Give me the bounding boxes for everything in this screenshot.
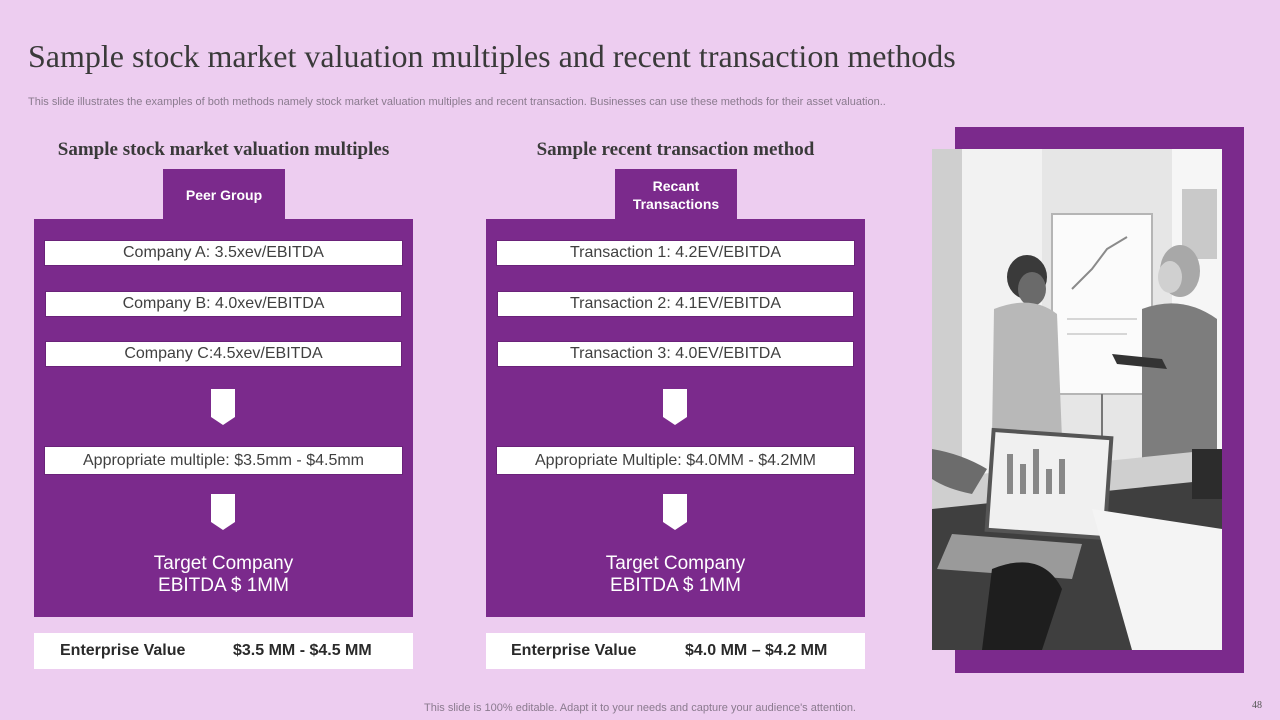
enterprise-value-label: Enterprise Value (60, 642, 186, 659)
target-ebitda-label: EBITDA $ 1MM (610, 575, 741, 596)
recent-transactions-tab: Recant Transactions (615, 169, 737, 221)
appropriate-multiple-row: Appropriate multiple: $3.5mm - $4.5mm (44, 446, 403, 475)
target-company-label: Target Company (605, 553, 746, 574)
slide-subtitle: This slide illustrates the examples of b… (28, 96, 886, 108)
enterprise-value-label: Enterprise Value (511, 642, 637, 659)
down-arrow-icon (663, 389, 687, 425)
target-ebitda-label: EBITDA $ 1MM (158, 575, 289, 596)
transaction-1-row: Transaction 1: 4.2EV/EBITDA (496, 240, 855, 266)
company-b-row: Company B: 4.0xev/EBITDA (45, 291, 402, 317)
peer-group-tab: Peer Group (163, 169, 285, 221)
appropriate-multiple-row: Appropriate Multiple: $4.0MM - $4.2MM (496, 446, 855, 475)
company-c-row: Company C:4.5xev/EBITDA (45, 341, 402, 367)
right-section-heading: Sample recent transaction method (536, 139, 815, 160)
down-arrow-icon (211, 494, 235, 530)
enterprise-value-amount: $3.5 MM - $4.5 MM (233, 642, 372, 659)
down-arrow-icon (211, 389, 235, 425)
enterprise-value-amount: $4.0 MM – $4.2 MM (685, 642, 828, 659)
left-section-heading: Sample stock market valuation multiples (57, 139, 390, 160)
recent-transactions-label-1: Recant (652, 178, 700, 194)
down-arrow-icon (663, 494, 687, 530)
target-company-text: Target Company EBITDA $ 1MM (486, 553, 865, 597)
transaction-3-row: Transaction 3: 4.0EV/EBITDA (497, 341, 854, 367)
right-panel: Transaction 1: 4.2EV/EBITDA Transaction … (486, 219, 865, 617)
target-company-text: Target Company EBITDA $ 1MM (34, 553, 413, 597)
office-meeting-photo (932, 149, 1222, 650)
peer-group-label: Peer Group (185, 187, 263, 203)
page-number: 48 (1252, 700, 1262, 711)
transaction-2-row: Transaction 2: 4.1EV/EBITDA (497, 291, 854, 317)
meeting-illustration (932, 149, 1222, 650)
left-panel: Company A: 3.5xev/EBITDA Company B: 4.0x… (34, 219, 413, 617)
right-enterprise-value-box: Enterprise Value $4.0 MM – $4.2 MM (486, 633, 865, 669)
recent-transactions-label-2: Transactions (632, 196, 720, 212)
target-company-label: Target Company (153, 553, 294, 574)
footer-note: This slide is 100% editable. Adapt it to… (424, 702, 856, 714)
left-enterprise-value-box: Enterprise Value $3.5 MM - $4.5 MM (34, 633, 413, 669)
slide-title: Sample stock market valuation multiples … (28, 38, 956, 74)
company-a-row: Company A: 3.5xev/EBITDA (44, 240, 403, 266)
